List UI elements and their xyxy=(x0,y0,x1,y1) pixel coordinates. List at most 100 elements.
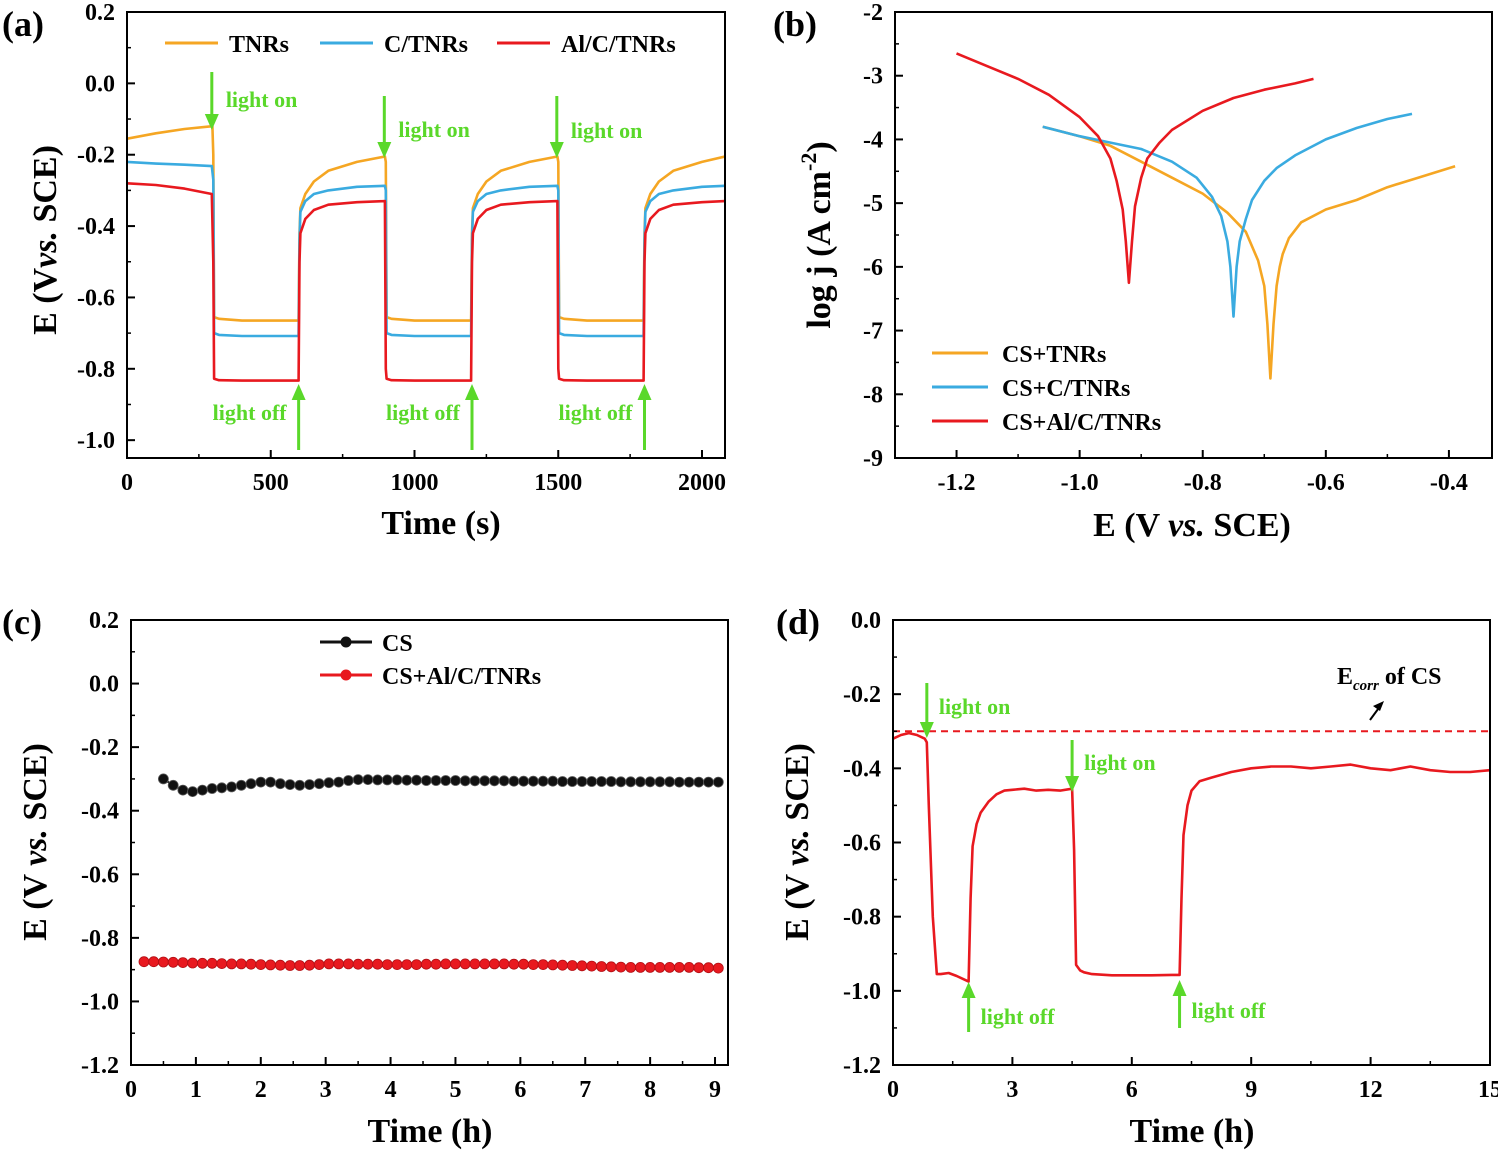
x-tick-label: 8 xyxy=(644,1077,656,1103)
series-cs-al-c-tnrs-point xyxy=(235,958,247,970)
series-cs-point xyxy=(284,779,296,790)
series-cs-point xyxy=(274,778,286,790)
series-cs-al-c-tnrs-point xyxy=(683,962,695,973)
annotation-light-on: light on xyxy=(1084,750,1156,775)
series-cs-point xyxy=(157,773,169,785)
annotation-arrow-head xyxy=(549,142,564,158)
series-cs-al-c-tnrs-point xyxy=(157,956,169,968)
series-cs-al-c-tnrs-point xyxy=(498,958,510,970)
series-cs-point xyxy=(411,774,422,786)
annotation-arrow-head xyxy=(377,142,392,158)
series-cs-al-c-tnrs-point xyxy=(479,958,491,970)
x-tick-label: 3 xyxy=(320,1077,332,1103)
panel-d-chart: (d) light on light on light off light off -… xyxy=(776,602,1498,1150)
series-cs-point xyxy=(381,774,393,786)
y-tick-label: -1.0 xyxy=(77,428,115,454)
series-cs-al-c-tnrs-point xyxy=(440,958,452,970)
panel-c-y-axis: -1.2 -1.0 -0.8 -0.6 -0.4 -0.2 0.0 0.2 xyxy=(81,608,139,1079)
x-tick-label: 1500 xyxy=(534,470,582,496)
annotation-light-off: light off xyxy=(386,400,461,425)
panel-a-legend: TNRs C/TNRs Al/C/TNRs xyxy=(165,32,676,58)
panel-b-plot-frame xyxy=(894,11,1493,459)
series-cs-point xyxy=(673,776,685,788)
series-cs-point xyxy=(206,783,218,794)
series-cs-al-c-tnrs-point xyxy=(216,958,228,969)
series-cs-al-c-tnrs-point xyxy=(469,958,481,970)
legend-label-tnrs: TNRs xyxy=(229,32,289,58)
series-cs-al-c-tnrs-point xyxy=(712,962,724,974)
series-cs-al-c-tnrs-point xyxy=(313,959,325,970)
y-tick-label: -1.2 xyxy=(843,1053,881,1079)
annotation-arrow-head xyxy=(961,982,976,998)
y-tick-label: -0.8 xyxy=(81,926,119,952)
panel-d-annotations: light on light on light off light off xyxy=(919,683,1266,1032)
annotation-arrow-head xyxy=(637,384,652,400)
series-cs-point xyxy=(615,776,627,788)
y-tick-label: -6 xyxy=(863,255,883,281)
panel-a-x-axis: 0 500 1000 1500 2000 xyxy=(121,450,726,496)
series-cs-al-c-tnrs-point xyxy=(459,958,471,970)
series-line-cs-al-c-tnrs xyxy=(956,52,1314,285)
series-cs-point xyxy=(352,774,364,785)
y-tick-label: 0.0 xyxy=(85,71,115,97)
x-tick-label: 1 xyxy=(190,1077,202,1103)
panel-b-y-axis: -9 -8 -7 -6 -5 -4 -3 -2 xyxy=(863,0,903,472)
series-cs-al-c-tnrs-point xyxy=(508,958,520,970)
series-cs-al-c-tnrs-point xyxy=(635,962,646,973)
series-cs-al-c-tnrs-point xyxy=(323,958,335,970)
series-cs-al-c-tnrs-point xyxy=(196,957,208,969)
series-cs-point xyxy=(420,775,432,786)
series-cs-point xyxy=(557,776,568,787)
panel-a-x-label: Time (s) xyxy=(381,505,500,542)
series-cs-al-c-tnrs-point xyxy=(557,959,568,971)
legend-label-cs: CS xyxy=(382,631,413,657)
annotation-arrow-head xyxy=(919,722,934,738)
y-tick-label: 0.2 xyxy=(89,608,119,634)
panel-c-legend: CS CS+Al/C/TNRs xyxy=(320,631,541,690)
x-tick-label: 500 xyxy=(253,470,289,496)
series-cs-point xyxy=(605,776,617,787)
series-cs-al-c-tnrs-point xyxy=(420,958,432,970)
series-cs-al-c-tnrs-point xyxy=(226,958,238,970)
series-cs-al-c-tnrs-point xyxy=(138,956,150,968)
series-cs-al-c-tnrs-point xyxy=(605,961,617,973)
series-cs-point xyxy=(187,786,199,797)
series-cs-point xyxy=(294,779,306,791)
series-cs-point xyxy=(644,776,656,788)
annotation-light-on: light on xyxy=(398,117,470,142)
panel-d-series-group xyxy=(893,731,1490,983)
series-cs-al-c-tnrs-point xyxy=(586,960,598,972)
series-cs-al-c-tnrs-point xyxy=(177,957,189,968)
series-cs-al-c-tnrs-point xyxy=(664,962,675,973)
series-cs-point xyxy=(372,774,384,786)
series-cs-al-c-tnrs-point xyxy=(615,961,627,973)
series-cs-point xyxy=(508,775,520,787)
panel-b-series-group xyxy=(956,52,1456,380)
x-tick-label: 7 xyxy=(579,1077,591,1103)
series-cs-al-c-tnrs-point xyxy=(673,962,685,973)
series-cs-al-c-tnrs-point xyxy=(342,958,354,970)
series-cs-point xyxy=(313,778,325,790)
series-cs-point xyxy=(693,776,705,788)
series-cs-point xyxy=(196,784,208,796)
series-cs-point xyxy=(391,774,403,786)
legend-label-cs-al-c-tnrs: CS+Al/C/TNRs xyxy=(1002,410,1161,436)
annotation-arrow-head xyxy=(1172,980,1187,996)
x-tick-label: 0 xyxy=(125,1077,137,1103)
y-tick-label: -0.6 xyxy=(843,831,881,857)
y-tick-label: -0.4 xyxy=(77,214,115,240)
legend-label-cs-tnrs: CS+TNRs xyxy=(1002,342,1106,368)
annotation-light-on: light on xyxy=(939,694,1011,719)
panel-c-x-label: Time (h) xyxy=(368,1113,493,1150)
legend-label-cs-al-c-tnrs-c: CS+Al/C/TNRs xyxy=(382,664,541,690)
x-tick-label: 6 xyxy=(514,1077,526,1103)
series-cs-point xyxy=(498,775,510,787)
panel-a-label: (a) xyxy=(2,4,44,44)
ecorr-pointer-arrow-head xyxy=(1373,701,1384,711)
series-line-cs-c-tnrs xyxy=(1042,112,1413,318)
y-tick-label: -1.2 xyxy=(81,1053,119,1079)
x-tick-label: 2 xyxy=(255,1077,267,1103)
x-tick-label: 1000 xyxy=(391,470,439,496)
